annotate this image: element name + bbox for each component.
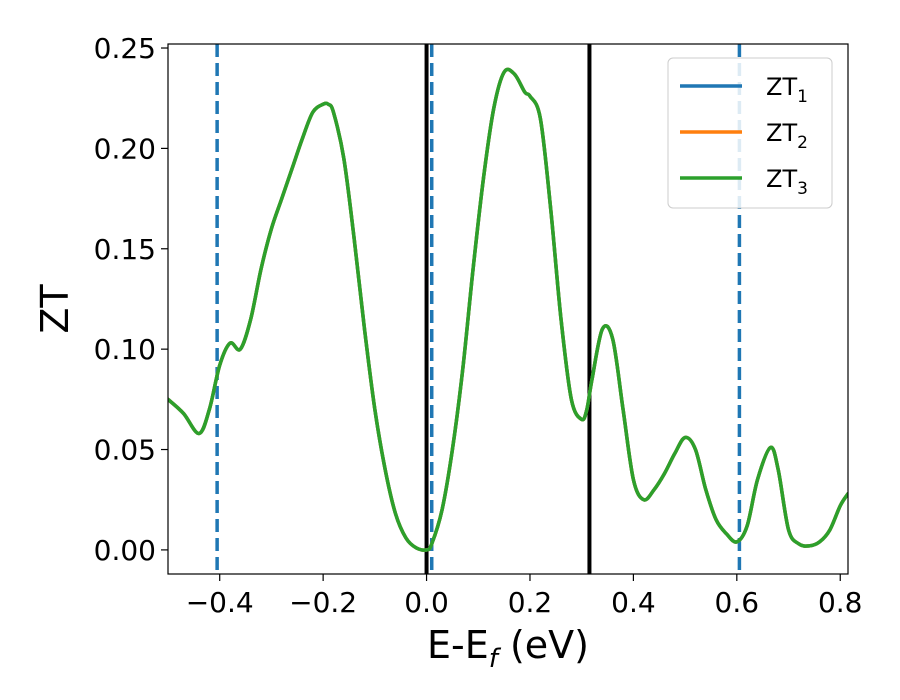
x-tick-label: 0.6 — [715, 586, 760, 619]
series-lines — [168, 67, 848, 552]
legend-label-1: ZT1 — [766, 73, 808, 107]
x-axis-title: E-Ef (eV) — [427, 623, 589, 674]
x-tick-label: −0.2 — [289, 586, 357, 619]
y-tick-label: 0.25 — [94, 32, 156, 65]
y-axis-title: ZT — [33, 284, 77, 334]
y-tick-label: 0.05 — [94, 434, 156, 467]
legend-box — [667, 57, 833, 209]
y-tick-label: 0.00 — [94, 534, 156, 567]
x-tick-label: 0.4 — [611, 586, 656, 619]
plot-frame — [167, 43, 849, 575]
legend-label-3: ZT3 — [766, 165, 808, 199]
y-tick-label: 0.15 — [94, 233, 156, 266]
y-tick-label: 0.20 — [94, 132, 156, 165]
x-tick-label: 0.2 — [508, 586, 553, 619]
x-axis-title-unit: (eV) — [498, 623, 589, 667]
x-axis-ticks: −0.4 −0.2 0.0 0.2 0.4 0.6 0.8 — [186, 574, 863, 619]
legend-label-2: ZT2 — [766, 119, 808, 153]
series-line-3 — [168, 67, 848, 552]
y-axis-ticks: 0.00 0.05 0.10 0.15 0.20 0.25 — [94, 32, 168, 567]
y-tick-label: 0.10 — [94, 333, 156, 366]
x-tick-label: 0.0 — [404, 586, 449, 619]
vertical-reference-lines — [215, 44, 742, 574]
x-tick-label: 0.8 — [818, 586, 863, 619]
legend: ZT1 ZT2 ZT3 — [667, 57, 833, 209]
x-tick-label: −0.4 — [186, 586, 254, 619]
